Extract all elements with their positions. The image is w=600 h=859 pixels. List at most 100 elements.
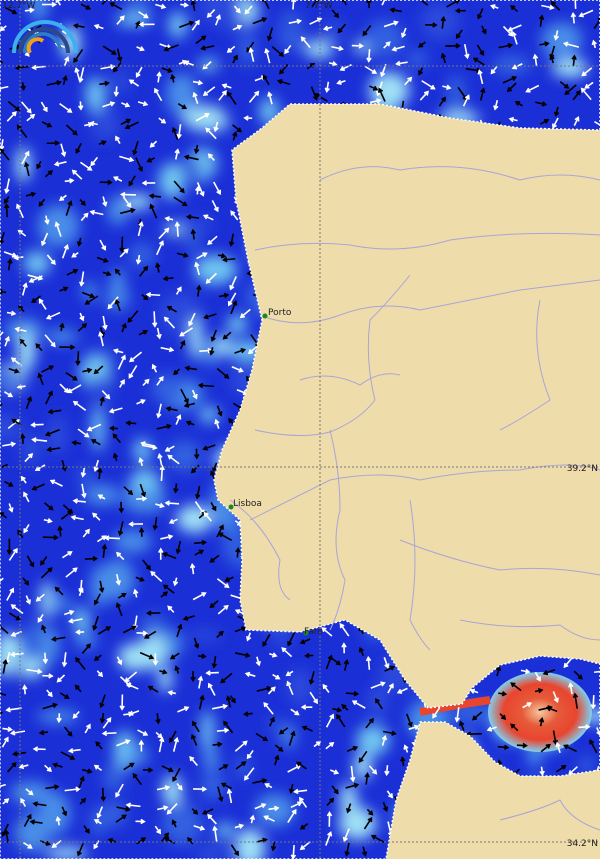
current-speed-patch (45, 846, 87, 859)
current-speed-patch (74, 634, 98, 648)
current-arrow (24, 7, 35, 13)
current-arrow (164, 500, 179, 506)
current-speed-patch (356, 724, 390, 756)
current-arrow (32, 746, 46, 752)
current-arrow (571, 54, 577, 66)
city-lisboa[interactable]: Lisboa (228, 499, 262, 510)
current-arrow (128, 521, 143, 527)
current-speed-patch (406, 50, 428, 68)
current-arrow (92, 615, 99, 631)
current-arrow (202, 444, 216, 451)
current-arrow (136, 46, 145, 52)
current-arrow (99, 712, 106, 724)
current-arrow (7, 100, 21, 112)
current-arrow (562, 41, 580, 48)
current-arrow (510, 682, 522, 692)
current-arrow (227, 292, 237, 307)
current-arrow (135, 66, 143, 78)
current-arrow (358, 750, 368, 763)
current-arrow (365, 655, 372, 670)
current-speed-patch (158, 162, 186, 200)
current-arrow (196, 284, 202, 297)
current-arrow (299, 841, 311, 851)
current-arrow (584, 81, 594, 89)
current-speed-patch (107, 196, 129, 226)
current-arrow (210, 329, 218, 342)
current-arrow (507, 24, 522, 32)
current-arrow (179, 339, 186, 350)
lon-label-east: 7.7°W (305, 1, 333, 11)
current-arrow (2, 441, 17, 447)
current-arrow (138, 265, 149, 277)
current-arrow (362, 25, 372, 37)
current-arrow (454, 707, 461, 723)
current-arrow (61, 459, 67, 472)
current-arrow (214, 14, 221, 26)
current-arrow (403, 744, 409, 753)
current-arrow (570, 11, 577, 24)
current-speed-patch (110, 69, 131, 94)
current-arrow (135, 576, 145, 582)
current-arrow (51, 840, 62, 848)
current-arrow (382, 801, 389, 812)
current-arrow (112, 62, 122, 73)
current-arrow (167, 690, 176, 696)
current-arrow (80, 467, 87, 478)
current-arrow (344, 842, 350, 857)
current-arrow (290, 708, 300, 716)
current-arrow (0, 783, 6, 789)
current-arrow (227, 91, 237, 105)
current-arrow (124, 121, 139, 130)
current-arrow (243, 767, 255, 781)
current-arrow (182, 615, 195, 621)
current-arrow (168, 518, 178, 524)
current-arrow (300, 704, 313, 710)
current-arrow (195, 113, 210, 122)
current-arrow (497, 744, 510, 751)
current-arrow (328, 61, 338, 67)
current-arrow (125, 682, 139, 690)
current-arrow (115, 783, 124, 798)
current-arrow (114, 298, 121, 312)
current-arrow (552, 730, 559, 746)
current-arrow (254, 803, 267, 810)
current-arrow (83, 825, 90, 834)
current-speed-patch (322, 19, 346, 38)
current-arrow (128, 175, 136, 187)
current-arrow (19, 338, 27, 347)
current-arrow (117, 354, 126, 370)
current-arrow (132, 588, 139, 598)
current-arrow (193, 786, 208, 792)
current-arrow (274, 754, 280, 766)
current-arrow (74, 67, 81, 82)
current-arrow (218, 764, 229, 771)
current-arrow (196, 182, 205, 197)
current-arrow (502, 75, 518, 84)
current-arrow (159, 669, 168, 675)
current-arrow (176, 124, 182, 140)
current-arrow (486, 726, 497, 732)
current-arrow (201, 808, 214, 815)
city-porto[interactable]: Porto (262, 308, 292, 319)
current-arrow (477, 69, 484, 85)
current-arrow (16, 124, 28, 138)
current-arrow (155, 262, 161, 273)
current-arrow (213, 121, 219, 133)
current-arrow (93, 819, 102, 825)
city-faro[interactable]: Faro (303, 627, 324, 637)
current-speed-patch (203, 748, 219, 772)
current-speed-patch (151, 374, 185, 403)
current-arrow (20, 797, 27, 807)
current-arrow (60, 143, 67, 158)
current-arrow (271, 46, 285, 57)
current-arrow (156, 423, 172, 430)
current-arrow (152, 653, 159, 666)
current-arrow (185, 214, 200, 220)
current-arrow (21, 282, 28, 296)
current-arrow (173, 180, 185, 194)
current-arrow (70, 514, 84, 521)
lon-label-west: 12.7°W (2, 1, 36, 11)
current-arrow (122, 625, 137, 634)
